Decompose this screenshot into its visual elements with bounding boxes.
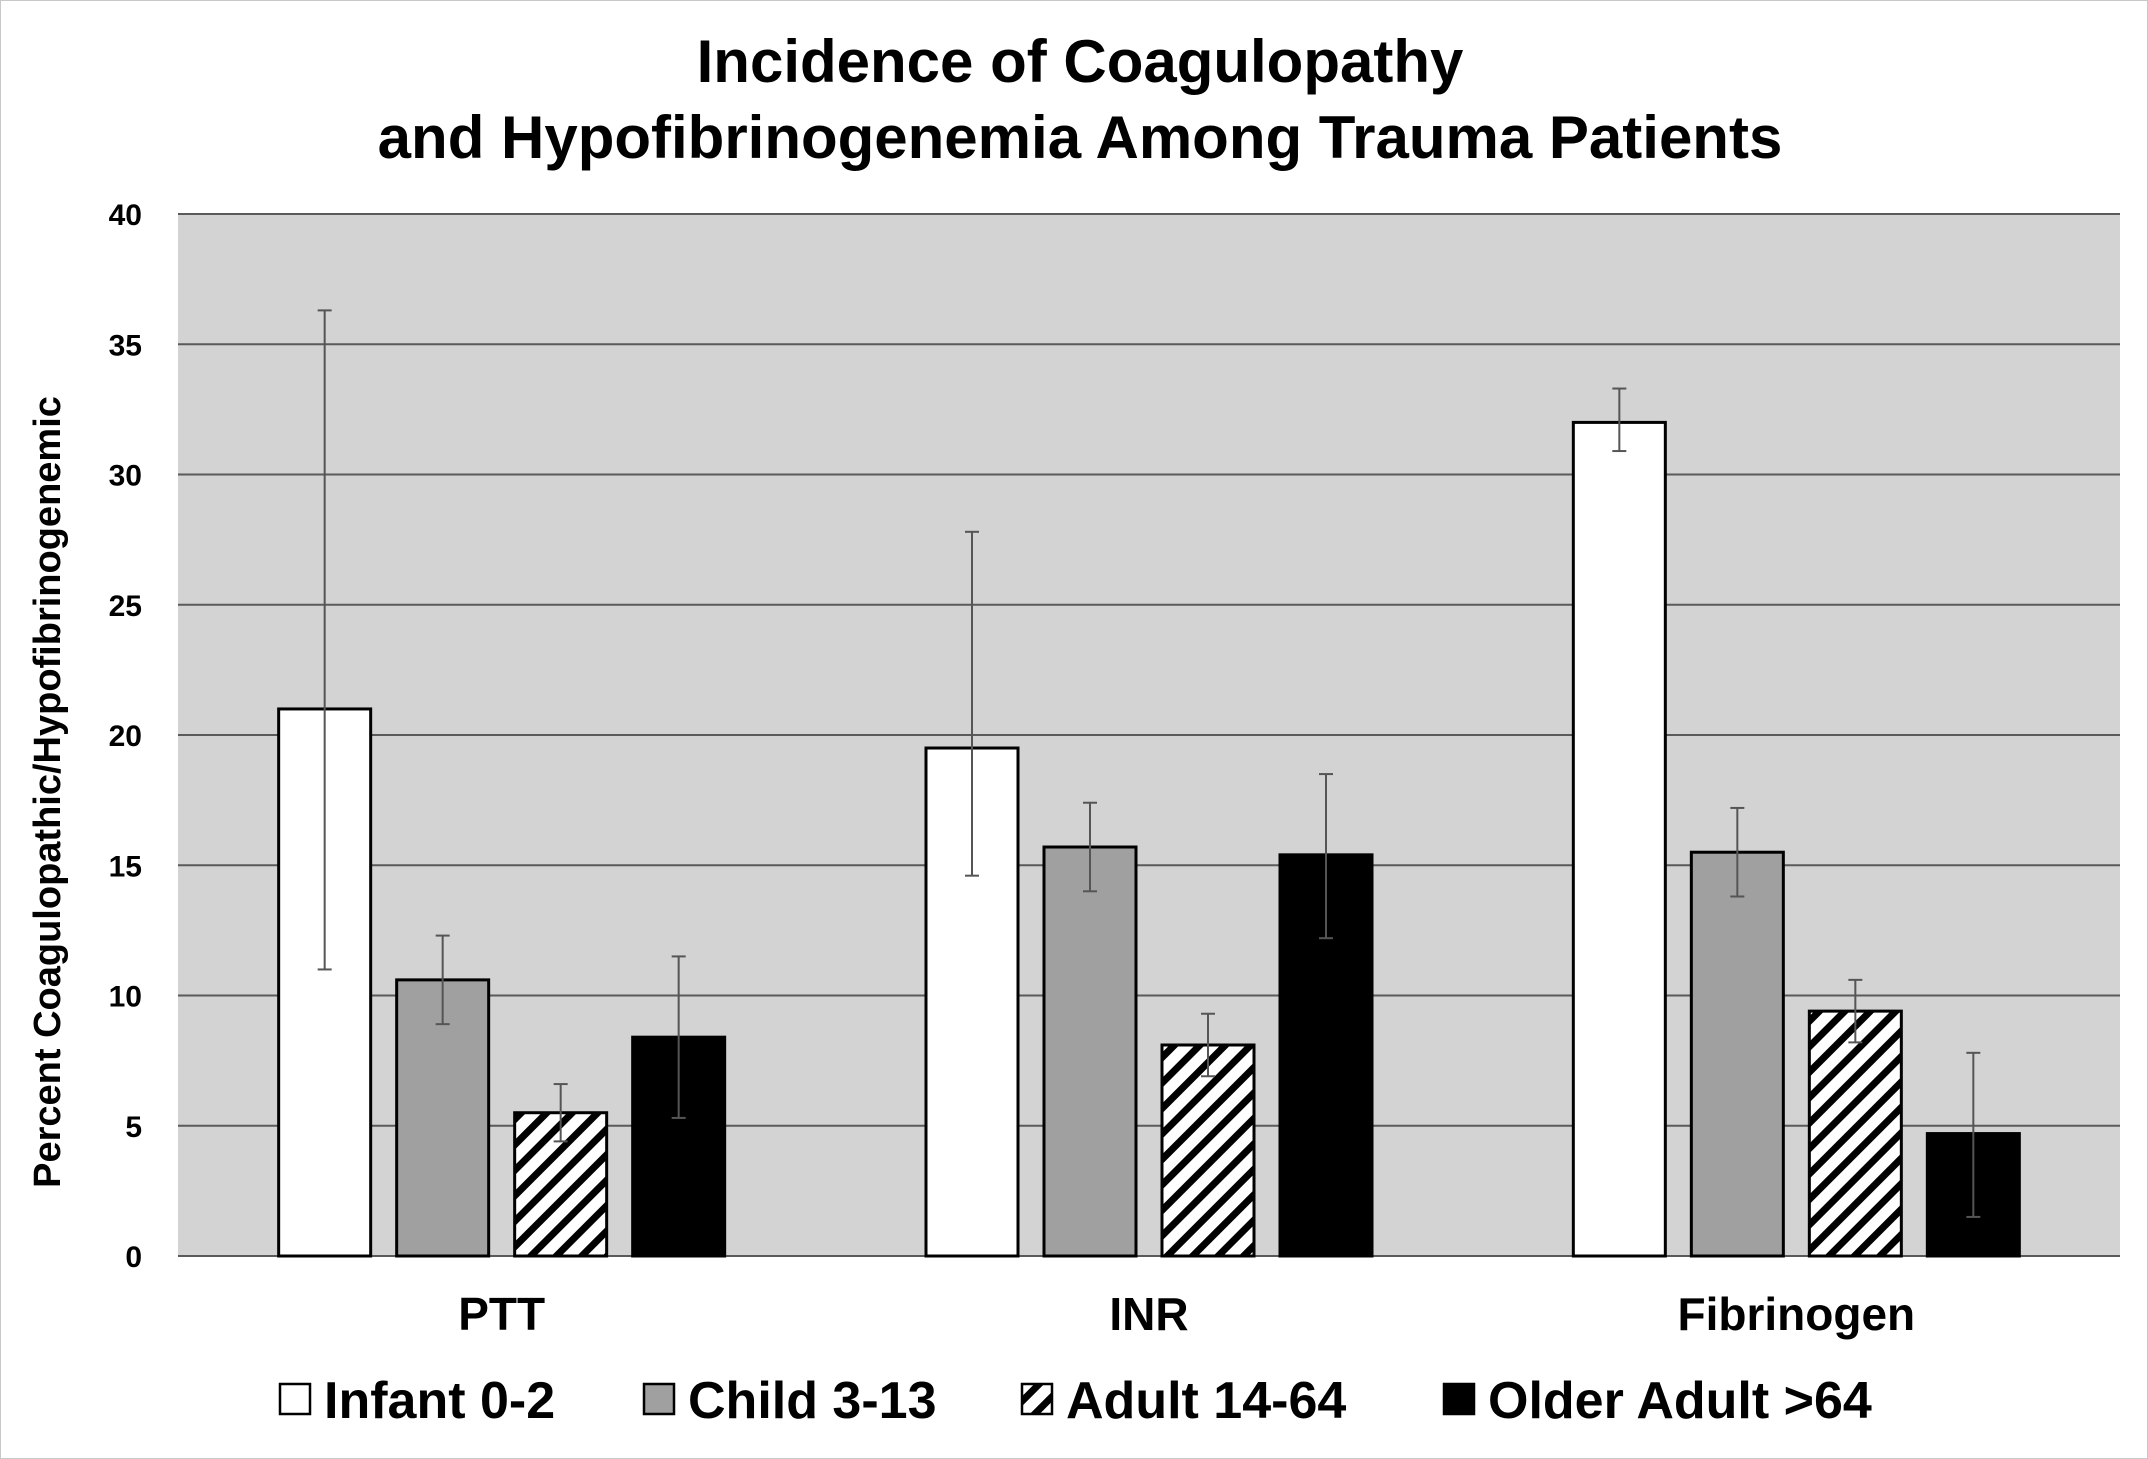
legend: Infant 0-2 Child 3-13 Adult 14-64 Older Adu… <box>278 1372 1872 1430</box>
error-bar-ptt-older-adult-64 <box>671 955 686 1119</box>
bar-fibrinogen-adult-14-64 <box>1807 1009 1903 1258</box>
chart-title-line-2: and Hypofibrinogenemia Among Trauma Pati… <box>378 104 1783 171</box>
legend-item-child-3-13: Child 3-13 <box>642 1372 937 1430</box>
bar-inr-adult-14-64 <box>1160 1043 1256 1258</box>
y-tick-label-0: 0 <box>125 1241 142 1274</box>
y-tick-label-20: 20 <box>109 720 142 753</box>
error-bar-fibrinogen-infant-0-2 <box>1612 387 1627 453</box>
bar-fibrinogen-infant-0-2 <box>1571 420 1667 1258</box>
chart-title-line-1: Incidence of Coagulopathy <box>697 28 1464 95</box>
x-category-label-inr: INR <box>1109 1288 1188 1340</box>
y-tick-label-40: 40 <box>109 199 142 232</box>
error-bar-inr-child-3-13 <box>1083 801 1097 893</box>
y-tick-label-15: 15 <box>109 850 142 883</box>
legend-label: Child 3-13 <box>688 1372 937 1430</box>
error-bar-inr-infant-0-2 <box>965 530 979 877</box>
y-tick-label-5: 5 <box>125 1111 142 1144</box>
error-bar-ptt-child-3-13 <box>435 934 450 1026</box>
error-bar-ptt-adult-14-64 <box>553 1083 568 1143</box>
legend-swatch <box>1020 1382 1054 1416</box>
bar-inr-child-3-13 <box>1042 845 1138 1258</box>
bar-fibrinogen-child-3-13 <box>1689 850 1785 1258</box>
error-bar-inr-older-adult-64 <box>1319 773 1333 940</box>
error-bar-fibrinogen-child-3-13 <box>1730 806 1745 898</box>
legend-swatch <box>278 1382 312 1416</box>
legend-item-older-adult-64: Older Adult >64 <box>1442 1372 1872 1430</box>
bar-ptt-child-3-13 <box>395 978 491 1258</box>
legend-item-infant-0-2: Infant 0-2 <box>278 1372 555 1430</box>
legend-label: Older Adult >64 <box>1488 1372 1872 1430</box>
y-tick-label-35: 35 <box>109 329 142 362</box>
legend-label: Adult 14-64 <box>1066 1372 1346 1430</box>
y-tick-label-30: 30 <box>109 460 142 493</box>
plot-area: 0 5 10 15 20 25 30 35 40 PTT INR Fibrinogen <box>109 199 2120 1340</box>
legend-label: Infant 0-2 <box>324 1372 555 1430</box>
error-bar-inr-adult-14-64 <box>1201 1012 1215 1078</box>
error-bar-fibrinogen-adult-14-64 <box>1848 978 1863 1044</box>
x-category-label-ptt: PTT <box>458 1288 545 1340</box>
legend-swatch <box>642 1382 676 1416</box>
legend-item-adult-14-64: Adult 14-64 <box>1020 1372 1346 1430</box>
error-bar-ptt-infant-0-2 <box>317 309 332 971</box>
y-tick-label-10: 10 <box>109 981 142 1014</box>
error-bar-fibrinogen-older-adult-64 <box>1966 1051 1981 1218</box>
legend-swatch <box>1442 1382 1476 1416</box>
x-category-label-fibrinogen: Fibrinogen <box>1678 1288 1916 1340</box>
y-axis-label: Percent Coagulopathic/Hypofibrinogenemic <box>27 396 69 1188</box>
y-tick-label-25: 25 <box>109 590 142 623</box>
